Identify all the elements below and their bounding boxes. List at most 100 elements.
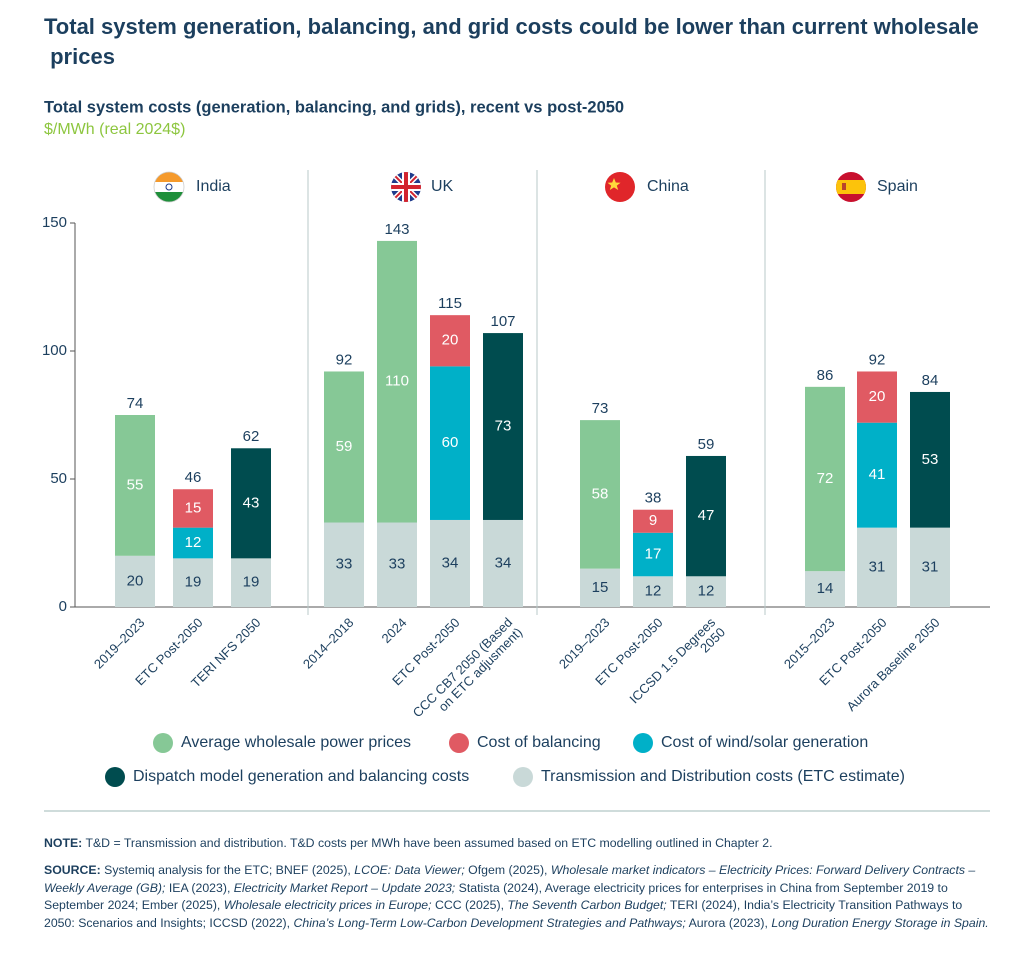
source-part: TERI (2024), India’s Electricity Transit…: [44, 898, 963, 930]
bar-segment: [580, 420, 620, 569]
source-part: IEA (2023),: [165, 880, 234, 895]
bar-segment: [115, 555, 155, 607]
bar-segment: [231, 558, 271, 607]
source-part: The Seventh Carbon Budget;: [507, 898, 667, 912]
total-label: 107: [490, 313, 515, 330]
legend-label: Average wholesale power prices: [181, 734, 411, 751]
source: SOURCE: Systemiq analysis for the ETC; B…: [44, 862, 989, 932]
y-tick-label: 0: [59, 598, 67, 615]
segment-label: 110: [385, 373, 409, 390]
source-part: LCOE: Data Viewer;: [354, 863, 465, 877]
x-tick-label: 2019–2023: [91, 615, 148, 672]
source-part: Wholesale electricity prices in Europe;: [223, 898, 432, 912]
segment-label: 73: [495, 417, 512, 434]
segment-label: 19: [185, 574, 202, 591]
total-label: 86: [817, 367, 834, 384]
flag-uk: [391, 172, 421, 202]
total-label: 59: [698, 436, 715, 453]
segment-label: 33: [389, 556, 406, 573]
total-label: 115: [438, 295, 462, 312]
segment-label: 20: [127, 572, 144, 589]
segment-label: 53: [922, 451, 939, 468]
note: NOTE: T&D = Transmission and distributio…: [44, 835, 989, 853]
segment-label: 15: [185, 499, 202, 516]
flag-india: [153, 171, 185, 203]
segment-label: 72: [817, 470, 834, 487]
bar-segment: [857, 371, 897, 423]
bar-segment: [910, 527, 950, 607]
bar-segment: [483, 519, 523, 607]
bar-segment: [633, 509, 673, 533]
chart-title: Total system generation, balancing, and …: [44, 14, 979, 69]
segment-label: 12: [185, 534, 202, 551]
y-tick-label: 150: [42, 214, 67, 231]
total-label: 84: [922, 372, 939, 389]
bar-segment: [633, 532, 673, 577]
source-part: Wholesale market indicators – Electricit…: [44, 863, 976, 895]
segment-label: 12: [645, 583, 662, 600]
group-label: UK: [431, 178, 454, 195]
total-label: 38: [645, 490, 662, 507]
bar-segment: [430, 519, 470, 607]
bar-segment: [173, 489, 213, 528]
legend-label: Transmission and Distribution costs (ETC…: [541, 768, 905, 785]
bar-segment: [910, 391, 950, 528]
segment-label: 34: [442, 554, 459, 571]
source-part: Long Duration Energy Storage in Spain.: [771, 915, 989, 930]
total-label: 143: [384, 221, 409, 238]
x-tick-label: 2014–2018: [300, 615, 357, 672]
source-part: China’s Long-Term Low-Carbon Development…: [293, 915, 686, 930]
legend-swatch: [513, 767, 533, 787]
segment-label: 15: [592, 579, 609, 596]
legend-swatch: [449, 733, 469, 753]
segment-label: 34: [495, 554, 512, 571]
legend-swatch: [153, 733, 173, 753]
bar-segment: [805, 386, 845, 572]
total-label: 62: [243, 428, 260, 445]
bar-segment: [173, 527, 213, 559]
bar-segment: [483, 333, 523, 520]
legend-swatch: [633, 733, 653, 753]
total-label: 74: [127, 395, 144, 412]
bar-segment: [686, 576, 726, 607]
source-label: SOURCE:: [44, 863, 101, 877]
segment-label: 31: [922, 558, 939, 575]
segment-label: 20: [442, 332, 459, 349]
segment-label: 43: [243, 494, 260, 511]
segment-label: 55: [127, 476, 144, 493]
segment-label: 12: [698, 583, 715, 600]
flag-spain: [836, 172, 866, 202]
bar-segment: [173, 558, 213, 607]
total-label: 46: [185, 469, 202, 486]
source-part: Systemiq analysis for the ETC; BNEF (202…: [104, 863, 355, 877]
x-tick-label: CCC CB7 2050 (Based on ETC adjusment): [410, 615, 526, 731]
bar-segment: [805, 571, 845, 607]
flag-china: [605, 172, 635, 202]
bar-segment: [324, 522, 364, 607]
segment-label: 47: [698, 507, 715, 524]
bar-segment: [377, 240, 417, 523]
total-label: 73: [592, 400, 609, 417]
group-label: China: [647, 178, 689, 195]
segment-label: 31: [869, 558, 886, 575]
source-part: Statista (2024), Average electricity pri…: [44, 880, 948, 913]
bar-segment: [633, 576, 673, 607]
total-label: 92: [869, 351, 886, 368]
chart-subtitle: Total system costs (generation, balancin…: [44, 98, 624, 116]
unit-label: $/MWh (real 2024$): [44, 121, 185, 138]
bar-segment: [686, 455, 726, 577]
source-part: Electricity Market Report – Update 2023;: [233, 880, 456, 895]
source-part: Aurora (2023),: [685, 915, 772, 930]
x-tick-label: Aurora Baseline 2050: [844, 615, 943, 714]
segment-label: 41: [869, 466, 886, 483]
segment-label: 19: [243, 574, 260, 591]
bar-segment: [324, 371, 364, 523]
x-tick-label: 2015–2023: [781, 615, 838, 672]
bar-segment: [857, 422, 897, 528]
y-tick-label: 50: [50, 470, 67, 487]
segment-label: 20: [869, 388, 886, 405]
legend-label: Cost of balancing: [477, 734, 601, 751]
segment-label: 58: [592, 485, 609, 502]
group-label: Spain: [877, 178, 918, 195]
